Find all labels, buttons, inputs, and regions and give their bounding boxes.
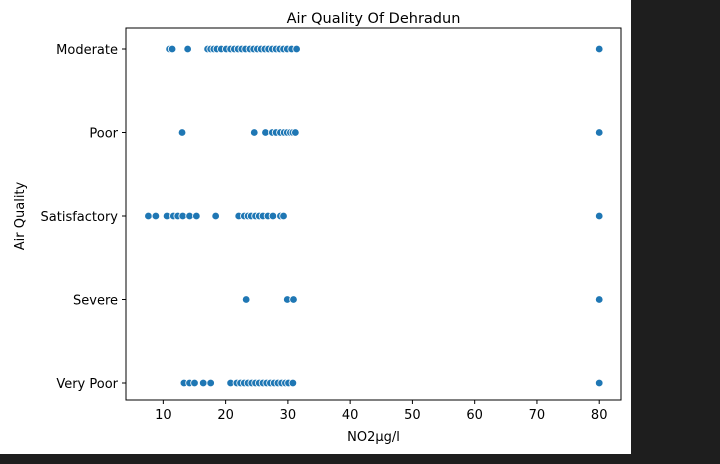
x-tick-label: 50 bbox=[404, 408, 421, 423]
point-satisfactory bbox=[151, 211, 161, 221]
point-very-poor bbox=[190, 378, 199, 388]
point-moderate bbox=[292, 44, 301, 54]
x-tick-label: 40 bbox=[342, 408, 359, 423]
point-severe bbox=[595, 295, 604, 304]
point-severe bbox=[241, 295, 251, 304]
y-tick-label-satisfactory: Satisfactory bbox=[41, 210, 119, 225]
point-severe bbox=[289, 295, 298, 304]
point-satisfactory bbox=[144, 211, 153, 221]
x-tick-label: 80 bbox=[591, 408, 608, 423]
point-satisfactory bbox=[211, 211, 220, 221]
y-axis-label: Air Quality bbox=[13, 181, 28, 250]
x-tick-label: 30 bbox=[280, 408, 297, 423]
point-poor bbox=[291, 128, 300, 137]
scatter-points bbox=[144, 44, 604, 388]
y-tick-label-moderate: Moderate bbox=[56, 43, 118, 58]
point-satisfactory bbox=[268, 211, 278, 221]
x-axis-label: NO2µg/l bbox=[347, 430, 400, 445]
point-moderate bbox=[167, 44, 177, 54]
x-axis-ticks: 10 20 30 40 50 60 70 80 bbox=[155, 400, 607, 423]
point-very-poor bbox=[288, 378, 298, 388]
y-tick-label-poor: Poor bbox=[89, 127, 118, 142]
point-satisfactory bbox=[192, 211, 201, 221]
point-moderate bbox=[183, 44, 192, 54]
y-tick-label-very-poor: Very Poor bbox=[56, 377, 118, 392]
point-poor bbox=[177, 128, 187, 137]
point-moderate bbox=[595, 44, 604, 54]
x-tick-label: 10 bbox=[155, 408, 172, 423]
point-poor bbox=[595, 128, 604, 137]
y-tick-label-severe: Severe bbox=[73, 294, 118, 309]
point-poor bbox=[250, 128, 259, 137]
point-very-poor bbox=[206, 378, 215, 388]
axes-frame bbox=[125, 27, 622, 401]
chart-figure: Air Quality Of Dehradun 10 20 30 40 50 60 70 80… bbox=[0, 0, 631, 454]
point-satisfactory bbox=[595, 211, 604, 221]
y-axis-ticks: Moderate Poor Satisfactory Severe Very Poor bbox=[41, 43, 126, 392]
point-satisfactory bbox=[279, 211, 288, 221]
chart-title: Air Quality Of Dehradun bbox=[287, 11, 461, 27]
x-tick-label: 20 bbox=[217, 408, 234, 423]
point-very-poor bbox=[199, 378, 208, 388]
scatter-plot: Air Quality Of Dehradun 10 20 30 40 50 60 70 80… bbox=[13, 11, 622, 445]
point-very-poor bbox=[595, 378, 604, 388]
x-tick-label: 70 bbox=[529, 408, 546, 423]
x-tick-label: 60 bbox=[466, 408, 483, 423]
